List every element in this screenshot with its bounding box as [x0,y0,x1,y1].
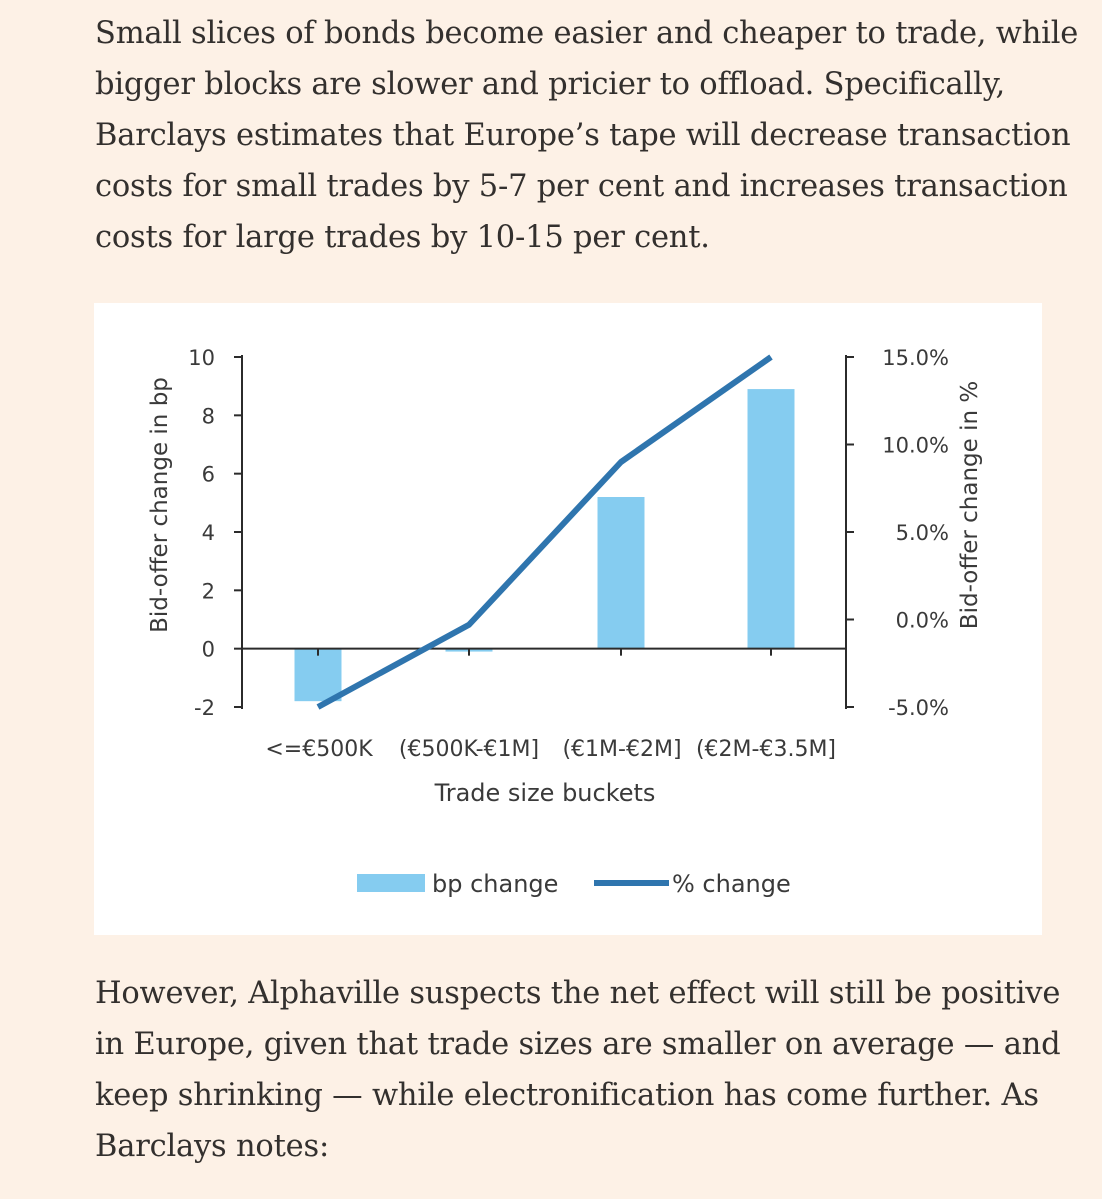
paragraph-conclusion: However, Alphaville suspects the net eff… [95,968,1061,1172]
x-tick-label: (€500K-€1M] [399,737,539,762]
y-tick-label-left: 0 [202,638,215,662]
paragraph-intro: Small slices of bonds become easier and … [95,8,1079,263]
legend-line-label: % change [672,870,791,898]
paragraph-line: Barclays notes: [95,1129,330,1164]
y-tick-label-right: 5.0% [896,521,949,545]
y-tick-label-left: 10 [188,346,215,370]
legend: bp change % change [357,870,791,898]
y-tick-label-right: 10.0% [882,434,949,458]
chart-figure: -2 0 2 4 6 8 10 -5.0% 0.0% 5.0% 10.0% 15.0% <=€500K (… [94,303,1042,935]
paragraph-line: Small slices of bonds become easier and … [95,16,1079,51]
y-tick-label-left: 2 [202,579,215,603]
paragraph-line: in Europe, given that trade sizes are sm… [95,1027,1061,1062]
bid-offer-chart: -2 0 2 4 6 8 10 -5.0% 0.0% 5.0% 10.0% 15.0% <=€500K (… [147,346,983,898]
y-tick-label-left: -2 [194,696,215,720]
y-tick-label-right: 0.0% [896,609,949,633]
paragraph-line: costs for large trades by 10-15 per cent… [95,220,710,255]
paragraph-line: keep shrinking — while electronification… [95,1078,1039,1113]
x-tick-label: (€1M-€2M] [562,737,681,762]
x-tick-label: <=€500K [265,737,373,762]
x-tick-label: (€2M-€3.5M] [696,737,836,762]
y-tick-label-left: 6 [202,463,215,487]
paragraph-line: costs for small trades by 5-7 per cent a… [95,169,1068,204]
bar-bp-change [747,389,795,649]
y-tick-label-right: 15.0% [882,346,949,370]
legend-bar-swatch [357,874,425,892]
paragraph-line: Barclays estimates that Europe’s tape wi… [95,118,1071,153]
bar-bp-change [294,648,342,702]
y-tick-label-left: 8 [202,404,215,428]
line-pct-change [316,354,773,710]
y-tick-label-left: 4 [202,521,215,545]
bar-bp-change [597,497,645,649]
paragraph-line: bigger blocks are slower and pricier to … [95,67,1006,102]
legend-bar-label: bp change [432,870,558,898]
y-tick-label-right: -5.0% [888,696,949,720]
paragraph-line: However, Alphaville suspects the net eff… [95,976,1061,1011]
y-axis-right-label: Bid-offer change in % [957,381,983,629]
x-axis-label: Trade size buckets [434,779,656,807]
y-axis-left-label: Bid-offer change in bp [147,377,173,633]
